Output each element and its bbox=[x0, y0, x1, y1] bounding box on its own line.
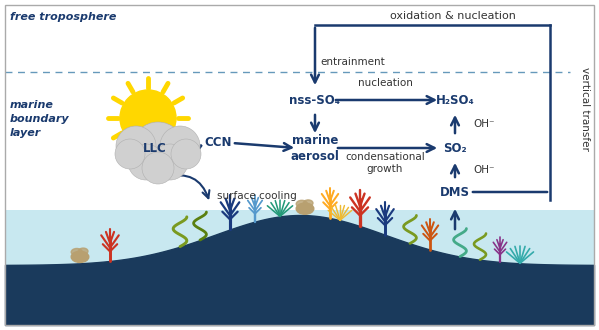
Text: nss-SO₄: nss-SO₄ bbox=[289, 93, 340, 107]
Text: LLC: LLC bbox=[143, 142, 167, 154]
Bar bbox=[5, 10, 594, 210]
Bar bbox=[5, 125, 594, 325]
Circle shape bbox=[160, 126, 200, 166]
Text: nucleation: nucleation bbox=[358, 78, 413, 88]
Circle shape bbox=[128, 144, 164, 180]
Circle shape bbox=[171, 139, 201, 169]
Circle shape bbox=[132, 122, 184, 174]
Circle shape bbox=[142, 152, 174, 184]
Ellipse shape bbox=[71, 248, 83, 256]
Circle shape bbox=[115, 139, 145, 169]
Text: DMS: DMS bbox=[440, 185, 470, 199]
Text: surface cooling: surface cooling bbox=[217, 191, 297, 201]
Circle shape bbox=[152, 144, 188, 180]
Ellipse shape bbox=[71, 251, 89, 262]
Ellipse shape bbox=[78, 248, 88, 254]
Text: OH⁻: OH⁻ bbox=[473, 119, 495, 129]
Text: entrainment: entrainment bbox=[320, 57, 385, 67]
Text: CCN: CCN bbox=[204, 137, 232, 149]
Text: OH⁻: OH⁻ bbox=[473, 165, 495, 175]
Text: oxidation & nucleation: oxidation & nucleation bbox=[389, 11, 515, 21]
Circle shape bbox=[116, 126, 156, 166]
Text: vertical transfer: vertical transfer bbox=[580, 67, 590, 150]
Text: condensational
growth: condensational growth bbox=[345, 152, 425, 174]
Ellipse shape bbox=[304, 200, 313, 206]
Ellipse shape bbox=[296, 203, 314, 214]
Text: free troposphere: free troposphere bbox=[10, 12, 116, 22]
Text: marine
aerosol: marine aerosol bbox=[291, 134, 340, 162]
Text: H₂SO₄: H₂SO₄ bbox=[435, 93, 474, 107]
Circle shape bbox=[120, 90, 176, 146]
Text: SO₂: SO₂ bbox=[443, 142, 467, 154]
FancyArrowPatch shape bbox=[166, 175, 210, 198]
Ellipse shape bbox=[296, 200, 307, 208]
Text: marine
boundary
layer: marine boundary layer bbox=[10, 100, 69, 138]
